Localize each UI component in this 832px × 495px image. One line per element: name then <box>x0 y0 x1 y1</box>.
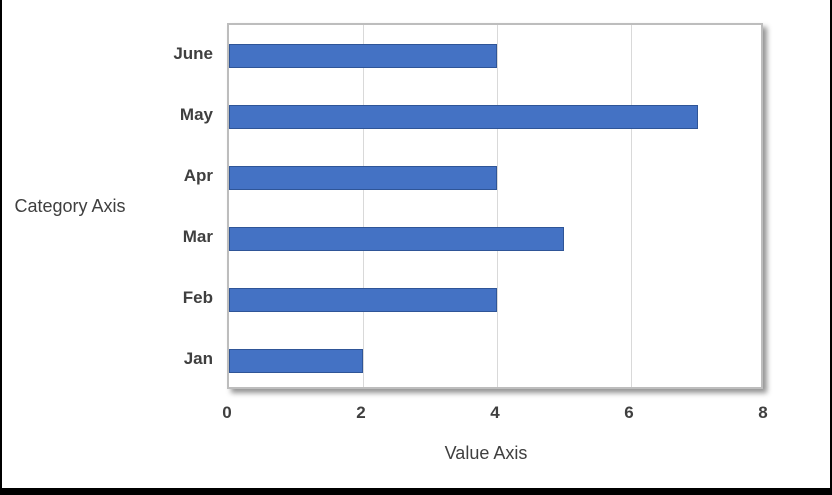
bar-june <box>229 43 497 68</box>
gridline <box>363 25 364 387</box>
bar-mar <box>229 226 564 251</box>
bar-apr <box>229 165 497 190</box>
bar-feb <box>229 287 497 312</box>
tick-label: 0 <box>222 403 232 422</box>
category-label: Feb <box>182 287 213 307</box>
category-label: Apr <box>183 165 213 185</box>
category-label: June <box>173 43 213 63</box>
plot-area <box>227 23 763 389</box>
value-axis-tick-labels: 0 2 4 6 8 <box>0 403 832 425</box>
category-label: Mar <box>182 226 213 246</box>
image-border-left <box>0 0 2 495</box>
gridline <box>631 25 632 387</box>
tick-label: 4 <box>490 403 500 422</box>
bar-may <box>229 104 698 129</box>
tick-label: 2 <box>356 403 366 422</box>
image-border-right <box>830 0 832 495</box>
gridline <box>497 25 498 387</box>
tick-label: 6 <box>624 403 634 422</box>
bar-jan <box>229 348 363 373</box>
category-label: May <box>179 104 213 124</box>
image-border-bottom <box>0 488 832 495</box>
category-axis-title: Category Axis <box>14 196 126 216</box>
category-label: Jan <box>183 348 213 368</box>
value-axis-title: Value Axis <box>444 443 528 463</box>
tick-label: 8 <box>758 403 768 422</box>
category-axis-labels: June May Apr Mar Feb Jan <box>0 23 213 389</box>
